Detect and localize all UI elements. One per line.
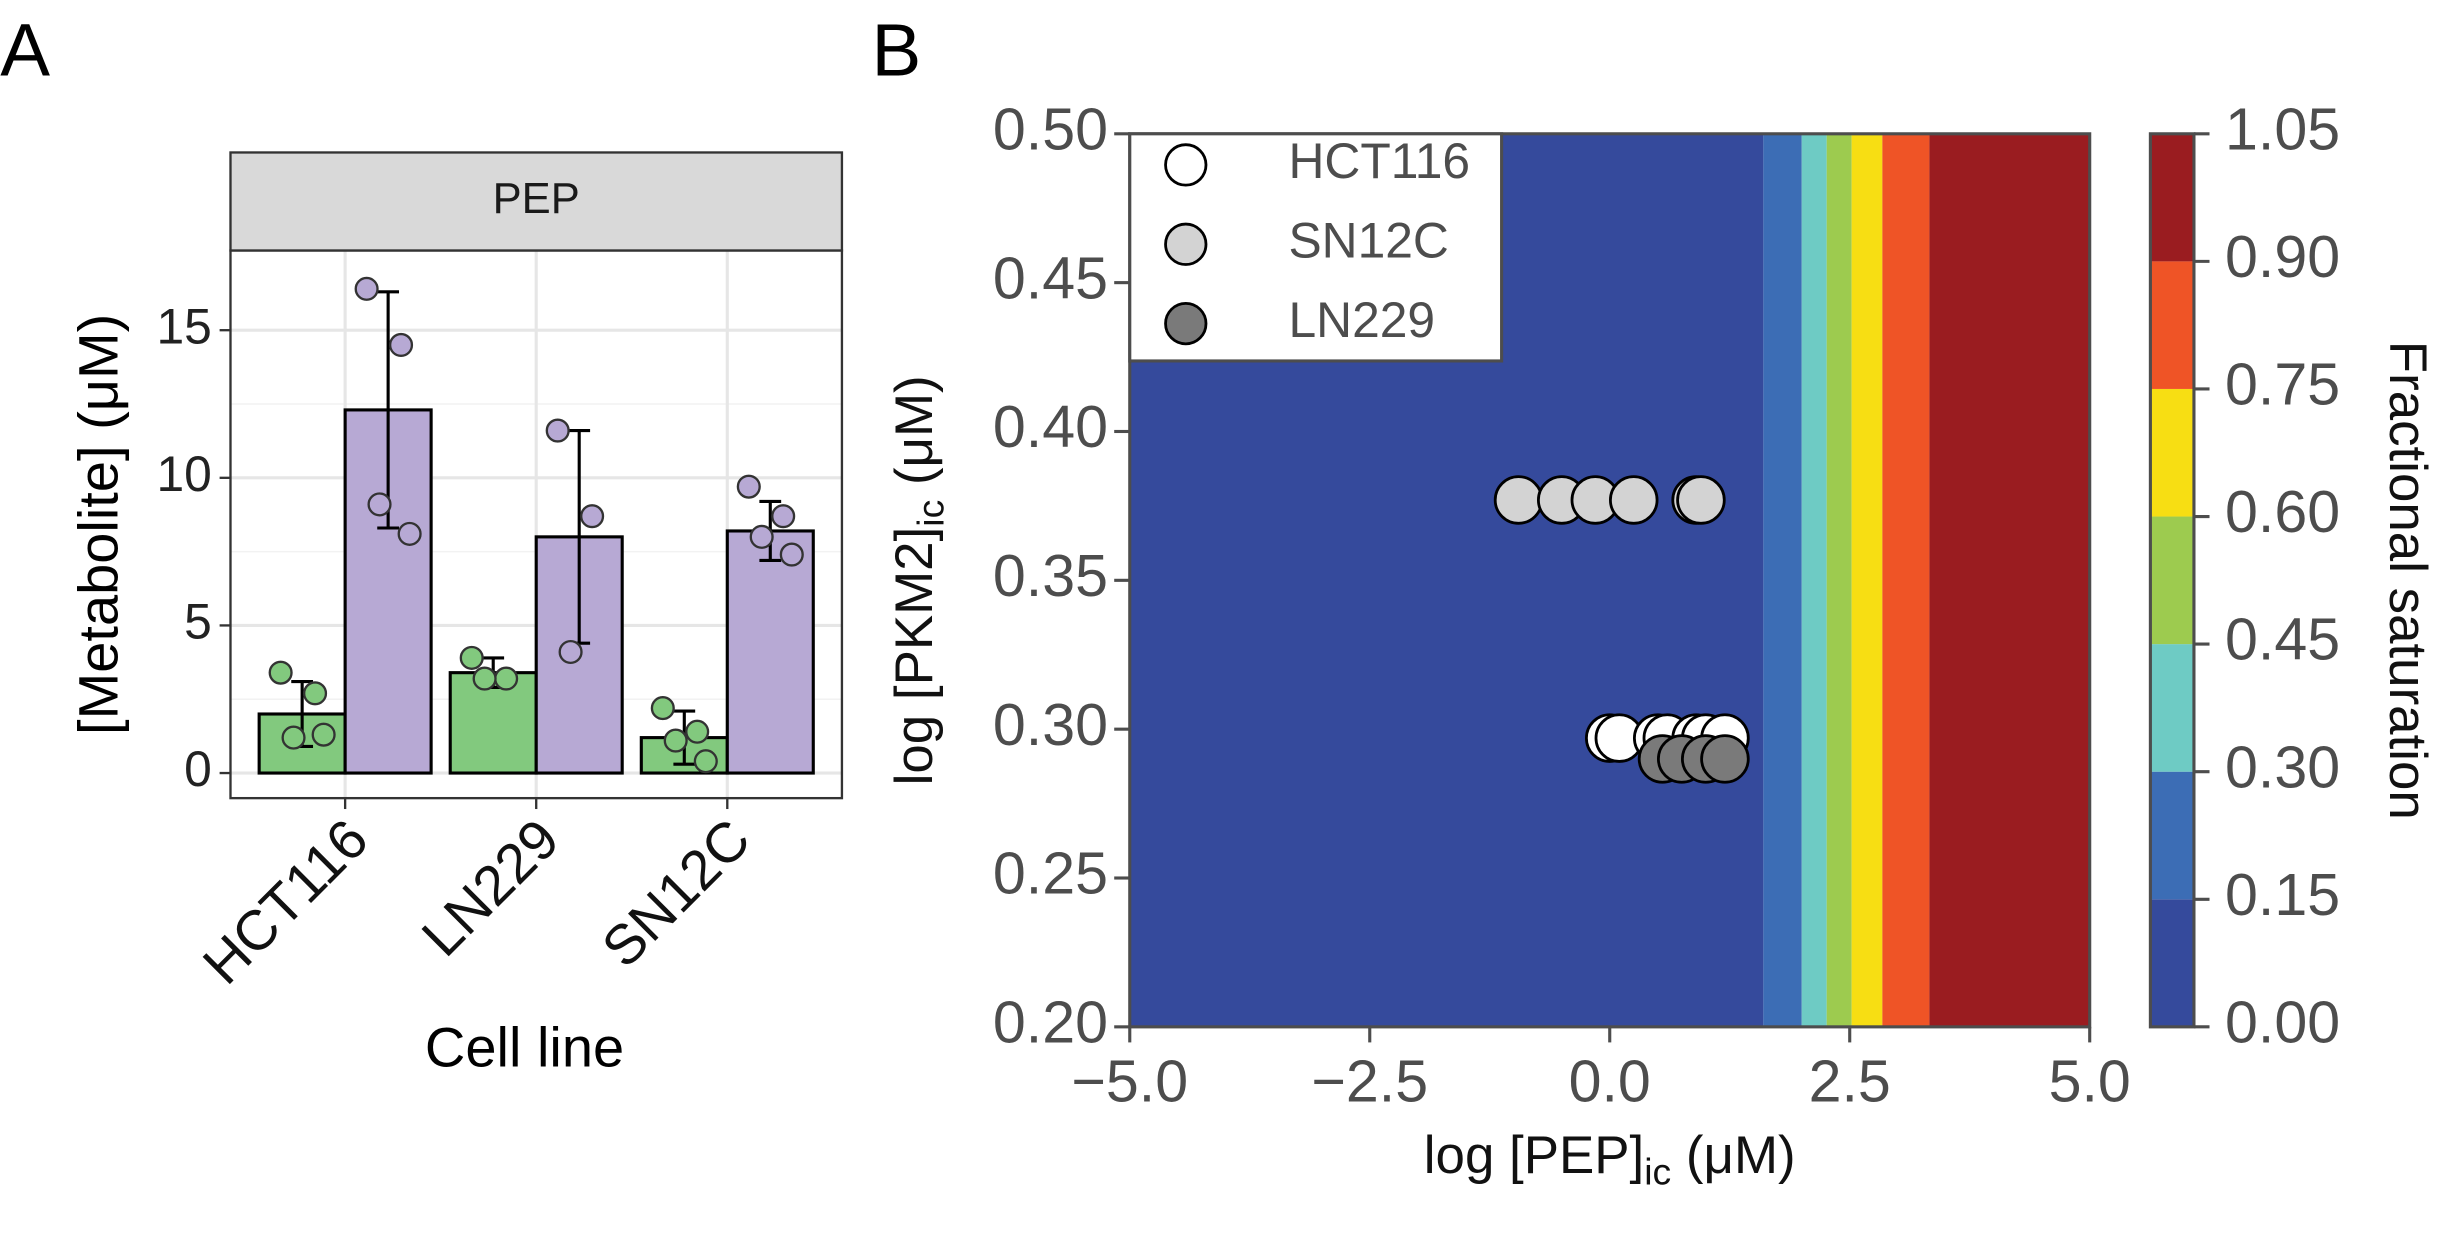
colorbar-segment bbox=[2150, 771, 2194, 900]
data-point bbox=[771, 504, 796, 529]
colorbar-segment bbox=[2150, 261, 2194, 389]
data-point bbox=[685, 719, 710, 744]
colorbar-segment bbox=[2150, 899, 2194, 1027]
data-point bbox=[354, 276, 379, 301]
colorbar-tick-label: 0.45 bbox=[2225, 606, 2340, 673]
colorbar-tick-label: 0.60 bbox=[2225, 478, 2340, 545]
colorbar-tick-label: 0.00 bbox=[2225, 988, 2340, 1055]
panel-label: A bbox=[0, 8, 50, 92]
axis-title-unit: (μM) bbox=[1671, 1126, 1795, 1185]
colorbar-tick-label: 0.15 bbox=[2225, 861, 2340, 928]
contour-band bbox=[1851, 133, 1883, 1027]
legend-marker bbox=[1164, 143, 1208, 187]
x-axis-title: Cell line bbox=[425, 1016, 624, 1079]
data-point bbox=[311, 722, 336, 747]
data-point bbox=[663, 728, 688, 753]
data-point bbox=[558, 639, 583, 665]
legend-label: SN12C bbox=[1288, 212, 1448, 268]
colorbar-title: Fractional saturation bbox=[2378, 341, 2437, 820]
y-tick-label: 0.40 bbox=[993, 393, 1108, 460]
scatter-point bbox=[1676, 475, 1726, 525]
data-point bbox=[736, 474, 761, 499]
contour-band bbox=[1763, 133, 1802, 1027]
colorbar-border bbox=[2148, 132, 2196, 1029]
x-tick-label: 0.0 bbox=[1569, 1048, 1651, 1115]
data-point bbox=[268, 660, 293, 685]
x-label-title: log [PEP]ic (μM) bbox=[1424, 1126, 1796, 1192]
colorbar-segment bbox=[2150, 133, 2194, 262]
contour-band bbox=[1801, 133, 1827, 1027]
data-point bbox=[459, 645, 484, 670]
colorbar-tick-label: 0.75 bbox=[2225, 351, 2340, 418]
axis-title-text: log [PKM2] bbox=[885, 527, 944, 786]
scatter-point bbox=[1493, 475, 1544, 525]
x-tick-label: −5.0 bbox=[1071, 1048, 1188, 1115]
legend-label: HCT116 bbox=[1288, 133, 1470, 189]
contour-band bbox=[1929, 133, 2090, 1027]
y-axis-title: [Metabolite] (μM) bbox=[67, 314, 130, 735]
x-tick-label: −2.5 bbox=[1311, 1048, 1428, 1115]
y-tick-label: 0.25 bbox=[993, 840, 1108, 907]
data-point bbox=[281, 725, 306, 750]
y-tick-label: 0.30 bbox=[993, 691, 1108, 758]
axis-title-sub: ic bbox=[910, 500, 952, 527]
error-bar bbox=[377, 290, 400, 530]
x-tick-label: 5.0 bbox=[2049, 1048, 2131, 1115]
data-point bbox=[472, 666, 497, 691]
y-tick-label: 0.35 bbox=[993, 542, 1108, 609]
data-point bbox=[494, 666, 519, 691]
legend-marker bbox=[1164, 301, 1208, 346]
data-point bbox=[749, 524, 774, 549]
contour-band bbox=[1826, 133, 1852, 1027]
colorbar-tick-label: 1.05 bbox=[2225, 95, 2340, 162]
data-point bbox=[397, 521, 422, 546]
colorbar-segment bbox=[2150, 516, 2194, 645]
y-tick-label: 0 bbox=[184, 741, 212, 797]
facet-label: PEP bbox=[493, 175, 580, 223]
colorbar-segment bbox=[2150, 644, 2194, 772]
data-point bbox=[580, 504, 605, 529]
y-tick-label: 0.20 bbox=[993, 988, 1108, 1055]
data-point bbox=[693, 749, 718, 774]
y-tick-label: 10 bbox=[156, 446, 211, 502]
data-point bbox=[302, 681, 328, 706]
y-tick-label: 5 bbox=[184, 594, 212, 650]
x-tick-label: 2.5 bbox=[1809, 1048, 1891, 1115]
legend-label: LN229 bbox=[1288, 292, 1435, 348]
data-point bbox=[650, 696, 675, 721]
facet-strip bbox=[229, 151, 844, 252]
x-tick-label: SN12C bbox=[590, 807, 762, 979]
x-tick-label: LN229 bbox=[409, 807, 570, 968]
panel-label: B bbox=[871, 8, 921, 92]
y-tick-label: 15 bbox=[156, 298, 211, 354]
scatter-point bbox=[1700, 734, 1750, 784]
scatter-point bbox=[1608, 475, 1659, 525]
y-label-title: log [PKM2]ic (μM) bbox=[885, 375, 951, 785]
contour-band bbox=[1882, 133, 1930, 1027]
axis-title-sub: ic bbox=[1644, 1151, 1671, 1193]
colorbar-tick-label: 0.90 bbox=[2225, 223, 2340, 290]
axis-title-unit: (μM) bbox=[885, 375, 944, 499]
colorbar-segment bbox=[2150, 388, 2194, 517]
colorbar-tick-label: 0.30 bbox=[2225, 733, 2340, 800]
y-tick-label: 0.50 bbox=[993, 95, 1108, 162]
data-point bbox=[545, 418, 570, 443]
x-tick-label: HCT116 bbox=[191, 807, 380, 996]
legend-marker bbox=[1164, 222, 1208, 266]
data-point bbox=[779, 542, 804, 567]
bar bbox=[725, 529, 815, 775]
data-point bbox=[388, 332, 414, 358]
y-tick-label: 0.45 bbox=[993, 244, 1108, 311]
axis-title-text: log [PEP] bbox=[1424, 1126, 1644, 1185]
data-point bbox=[367, 492, 392, 517]
